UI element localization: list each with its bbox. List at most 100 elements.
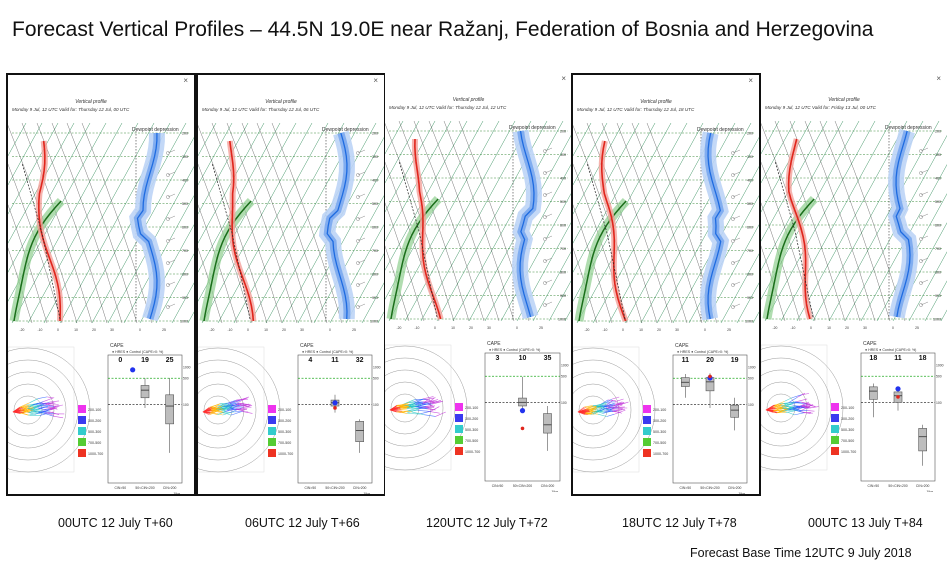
hodograph-trace: [804, 406, 812, 409]
cape-axis-tick: 1000: [373, 366, 381, 370]
cape-percent-label: 11: [894, 355, 902, 362]
cin-category-label: CIN>200: [916, 484, 930, 488]
hodograph-trace: [408, 407, 420, 411]
wind-barb: [920, 235, 929, 240]
panel-caption: 00UTC 13 July T+84: [808, 516, 923, 530]
pressure-tick-label: 1000: [745, 320, 753, 324]
isotherm-line: [377, 311, 384, 324]
skewt-x-tick: -20: [397, 326, 402, 330]
wind-barb: [732, 149, 741, 154]
isotherm-line: [780, 120, 892, 322]
cape-legend: ● HRES ● Control (CAPE>0: %): [302, 350, 353, 354]
cape-axis-tick: 1000: [561, 364, 569, 368]
hodograph-trace: [785, 410, 795, 413]
cape-percent-label: 19: [731, 357, 739, 364]
hodograph-legend-label: 500-300: [278, 430, 291, 434]
wind-barb: [167, 215, 176, 220]
hodograph-trace: [236, 404, 248, 407]
hodograph-trace: [37, 409, 49, 414]
hodograph-trace: [406, 403, 415, 409]
hodograph-legend-label: 300-200: [88, 419, 101, 423]
wind-barb: [544, 191, 553, 196]
skewt-x-tick: 30: [110, 328, 114, 332]
wind-barb: [732, 193, 741, 198]
cape-axis-tick: 100: [936, 401, 942, 405]
cape-hres-marker: [519, 408, 526, 414]
hodograph-trace: [227, 401, 235, 405]
pressure-tick-label: 500: [560, 200, 566, 204]
cin-category-label: CIN>50: [305, 486, 317, 490]
cape-percent-label: 25: [166, 357, 174, 364]
skewt-x-tick: -10: [228, 328, 233, 332]
isotherm-line: [233, 122, 345, 324]
pressure-tick-label: 900: [372, 296, 378, 300]
hodograph-trace: [597, 413, 607, 417]
dry-adiabat: [573, 247, 598, 324]
hodograph-legend-swatch: [643, 449, 651, 457]
hodograph-trace: [389, 406, 401, 411]
hodograph-legend-label: 500-300: [88, 430, 101, 434]
hodograph-legend-swatch: [831, 425, 839, 433]
dd-profile: [136, 132, 158, 320]
isotherm-line: [452, 120, 564, 322]
hodograph-ring: [8, 347, 91, 473]
cape-control-marker: [333, 406, 337, 410]
cape-title: CAPE: [487, 341, 501, 347]
pressure-tick-label: 700: [747, 249, 753, 253]
skewt-x-tick: -10: [38, 328, 43, 332]
panel-figure: × Vertical profile Monday 9 Jul, 12 UTC Va…: [573, 76, 759, 494]
close-icon: ×: [748, 76, 753, 85]
cin-category-label: 50<CIN<200: [700, 486, 719, 490]
cape-axis-tick: 100: [748, 403, 754, 407]
hodograph-legend-swatch: [78, 405, 86, 413]
cape-axis-tick: 100: [183, 403, 189, 407]
pressure-tick-label: 600: [935, 224, 941, 228]
hodograph-trace: [48, 407, 57, 411]
hodograph-trace: [209, 405, 222, 409]
dry-adiabat: [81, 122, 153, 324]
hodograph-trace: [607, 403, 616, 406]
hodograph-frame: [8, 346, 75, 473]
hodograph-legend-swatch: [831, 414, 839, 422]
forecast-panel: × Vertical profile Monday 9 Jul, 12 UTC Va…: [196, 73, 386, 496]
wind-barb: [732, 259, 741, 264]
hodograph-legend-swatch: [268, 438, 276, 446]
hodograph-legend-label: 1000-700: [653, 452, 668, 456]
dewpoint-depression-title: Dewpoint depression: [509, 125, 556, 131]
cin-category-label: 50<CIN<200: [135, 486, 154, 490]
hodograph-trace: [419, 410, 431, 415]
hodograph-trace: [407, 413, 420, 415]
pressure-tick-label: 1000: [370, 320, 378, 324]
pressure-tick-label: 200: [560, 130, 566, 134]
hodograph-trace: [589, 406, 597, 412]
isotherm-line: [198, 122, 265, 244]
cape-percent-label: 32: [356, 357, 364, 364]
cape-axis-tick: 500: [936, 375, 942, 379]
hodograph-legend-swatch: [831, 436, 839, 444]
hodograph-legend-label: 700-500: [465, 439, 478, 443]
forecast-base-time: Forecast Base Time 12UTC 9 July 2018: [690, 546, 912, 560]
hodograph-trace: [401, 410, 412, 413]
isotherm-line: [388, 120, 500, 322]
wind-barb: [544, 301, 553, 306]
hodograph-trace: [427, 407, 435, 411]
cape-box: [730, 404, 739, 418]
pressure-tick-label: 300: [747, 155, 753, 159]
wind-barb: [357, 281, 366, 286]
cape-percent-label: 0: [118, 357, 122, 364]
hodograph-trace: [776, 411, 783, 414]
cape-boxplot: CAPE● HRES ● Control (CAPE>0: %) 0 19 25 100…: [107, 343, 191, 494]
dry-adiabat: [631, 122, 703, 324]
dd-x-tick: 25: [352, 328, 356, 332]
hodograph-trace: [413, 398, 424, 402]
isotherm-line: [43, 122, 155, 324]
hodograph-trace: [229, 407, 242, 413]
dry-adiabat: [8, 247, 33, 324]
hodograph-trace: [217, 411, 226, 415]
parcel-path: [586, 162, 626, 320]
hodograph-trace: [435, 411, 446, 417]
hodograph: [385, 344, 468, 471]
dd-x-tick: 0: [139, 328, 141, 332]
pressure-tick-label: 700: [560, 247, 566, 251]
